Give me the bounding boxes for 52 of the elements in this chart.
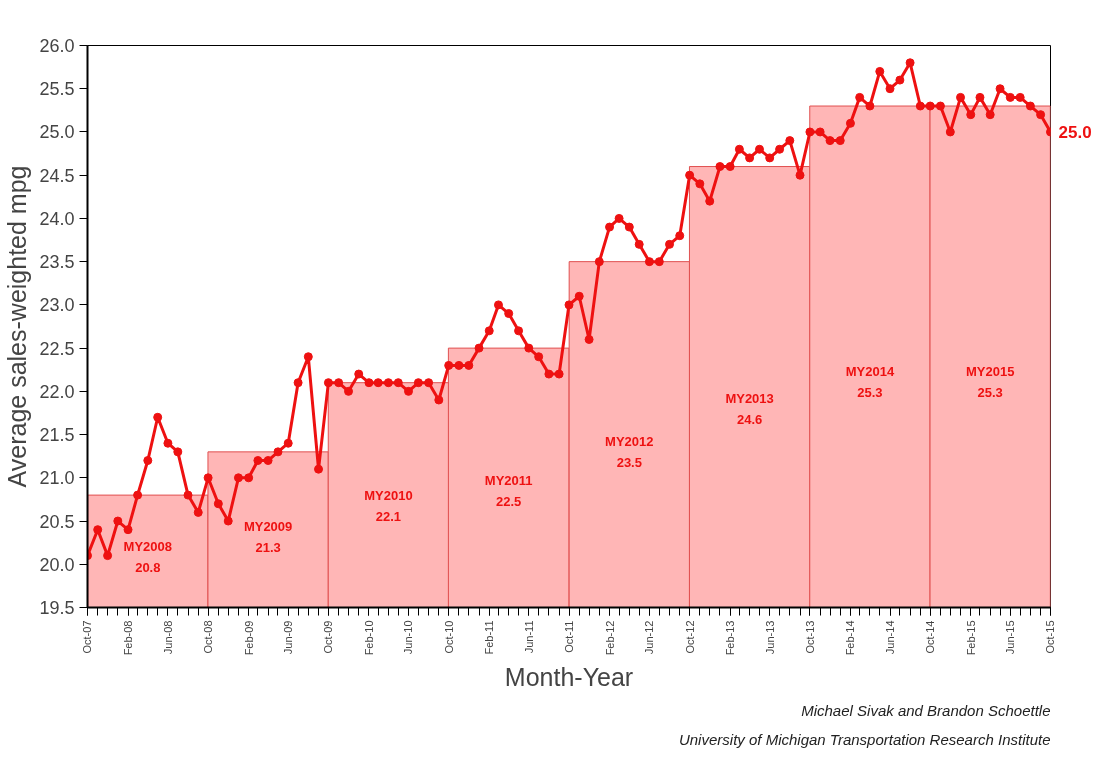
x-tick-label: Jun-13 <box>763 620 776 655</box>
data-label: 25.0 <box>1058 122 1092 142</box>
x-tick-label: Oct-10 <box>442 620 455 654</box>
data-label: MY2014 25.3 <box>845 363 895 400</box>
x-tick-label: Feb-15 <box>964 620 977 656</box>
x-tick-label: Oct-09 <box>322 620 335 654</box>
y-tick-label: 26.0 <box>39 36 75 56</box>
x-tick-label: Feb-09 <box>242 620 255 656</box>
y-tick-label: 19.5 <box>39 598 75 618</box>
data-label: MY2010 22.1 <box>364 488 413 525</box>
data-label: MY2015 25.3 <box>965 363 1015 400</box>
x-tick-label: Feb-10 <box>362 620 375 656</box>
y-tick-label: 21.0 <box>39 468 75 489</box>
y-tick-label: 20.0 <box>39 554 75 575</box>
x-tick-label: Oct-15 <box>1044 620 1057 654</box>
x-tick-label: Oct-14 <box>924 620 937 654</box>
x-tick-label: Jun-15 <box>1004 620 1017 655</box>
y-tick-label: 22.0 <box>39 381 75 402</box>
text: University of Michigan Transportation Research Institute <box>678 730 1051 748</box>
x-tick-label: Feb-14 <box>844 620 857 656</box>
x-tick-label: Oct-11 <box>563 620 575 653</box>
x-tick-label: Feb-11 <box>483 620 496 655</box>
y-axis-title: Average sales-weighted mpg <box>3 165 32 488</box>
y-tick-label: 21.5 <box>39 425 75 446</box>
y-tick-label: 23.5 <box>39 252 75 273</box>
x-tick-label: Jun-14 <box>884 620 896 655</box>
data-label: MY2009 21.3 <box>243 519 293 556</box>
data-label: MY2008 20.8 <box>123 538 173 575</box>
x-axis-title: Month-Year <box>504 663 634 692</box>
x-tick-label: Feb-13 <box>724 620 737 656</box>
y-tick-label: 23.0 <box>39 295 75 316</box>
x-tick-label: Feb-12 <box>603 620 616 656</box>
x-tick-label: Oct-12 <box>683 620 696 654</box>
x-tick-label: Jun-09 <box>282 620 295 655</box>
y-tick-label: 24.5 <box>39 165 75 186</box>
x-tick-label: Oct-07 <box>81 620 94 654</box>
x-tick-label: Oct-08 <box>202 620 215 654</box>
x-tick-label: Jun-12 <box>643 620 656 655</box>
x-tick-label: Feb-08 <box>122 620 135 656</box>
x-tick-label: Jun-10 <box>402 620 415 655</box>
text: Michael Sivak and Brandon Schoettle <box>801 701 1051 719</box>
data-label: MY2013 24.6 <box>725 391 774 428</box>
y-tick-label: 22.5 <box>39 338 75 359</box>
data-label: MY2012 23.5 <box>605 433 654 470</box>
y-tick-label: 24.0 <box>39 208 75 229</box>
x-tick-label: Oct-13 <box>803 620 816 654</box>
y-tick-label: 25.5 <box>39 79 75 100</box>
y-tick-label: 25.0 <box>39 122 75 143</box>
x-tick-label: Jun-11 <box>522 620 535 654</box>
y-tick-label: 20.5 <box>39 511 75 532</box>
x-tick-label: Jun-08 <box>161 620 174 655</box>
data-label: MY2011 22.5 <box>484 472 533 509</box>
